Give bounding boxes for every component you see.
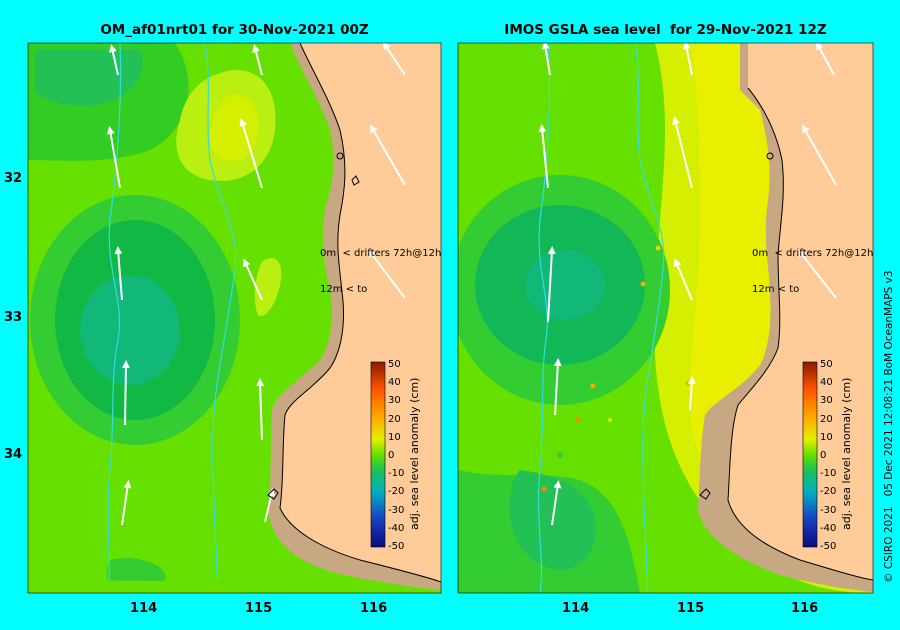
colorbar-tick: 0 [820, 450, 827, 462]
left-drifter-legend: 0m < drifters 72h@12h 12m < to [320, 224, 441, 308]
colorbar-tick: 10 [388, 431, 401, 443]
lon-tick-label: 116 [360, 601, 388, 616]
left-legend-line1: 0m < drifters 72h@12h [320, 248, 442, 259]
lat-tick-label: 32 [4, 171, 23, 186]
colorbar-tick: -20 [388, 486, 405, 498]
copyright-text: © CSIRO 2021 05 Dec 2021 12:08:21 BoM Oc… [883, 270, 895, 583]
lon-tick-label: 114 [562, 601, 590, 616]
colorbar-tick: -50 [820, 541, 837, 553]
right-map [458, 43, 873, 593]
colorbar-tick: -20 [820, 486, 837, 498]
colorbar-tick: -10 [820, 468, 837, 480]
right-colorbar-ticks: 50 40 30 20 10 0 -10 -20 -30 -40 -50 [820, 356, 836, 556]
left-low-core [80, 275, 180, 385]
lon-tick-label: 116 [791, 601, 819, 616]
left-map-title: OM_af01nrt01 for 30-Nov-2021 00Z [100, 22, 369, 38]
left-colorbar-label: adj. sea level anomaly (cm) [408, 377, 421, 530]
lon-tick-label: 115 [677, 601, 705, 616]
left-colorbar-ticks: 50 40 30 20 10 0 -10 -20 -30 -40 -50 [388, 356, 404, 556]
left-isobath [107, 43, 122, 593]
colorbar-tick: -40 [820, 522, 837, 534]
colorbar-tick: -40 [388, 522, 405, 534]
left-coastline [279, 43, 441, 583]
colorbar-tick: 30 [388, 395, 401, 407]
lat-tick-label: 33 [4, 310, 23, 325]
colorbar-tick: 0 [388, 450, 395, 462]
colorbar-tick: -10 [388, 468, 405, 480]
colorbar-tick: -50 [388, 541, 405, 553]
colorbar-tick: 40 [388, 377, 401, 389]
colorbar-tick: 50 [388, 359, 401, 370]
left-map [28, 43, 441, 593]
right-legend-line1: 0m < drifters 72h@12h [752, 248, 874, 259]
right-drifter-legend: 0m < drifters 72h@12h 12m < to [752, 224, 873, 308]
colorbar-tick: 30 [820, 395, 833, 407]
right-low-core [525, 250, 605, 320]
lat-tick-label: 34 [4, 447, 23, 462]
right-map-title: IMOS GSLA sea level for 29-Nov-2021 12Z [504, 22, 827, 38]
lon-tick-label: 115 [245, 601, 273, 616]
colorbar-tick: 20 [820, 413, 833, 425]
colorbar-tick: -30 [820, 504, 837, 516]
right-colorbar-label: adj. sea level anomaly (cm) [840, 377, 853, 530]
colorbar-tick: 40 [820, 377, 833, 389]
left-colorbar [370, 361, 386, 548]
right-isobath [537, 43, 551, 593]
right-legend-line2: 12m < to [752, 284, 800, 295]
left-legend-line2: 12m < to [320, 284, 368, 295]
right-coastline [727, 87, 873, 581]
right-drifter-arrows [538, 43, 837, 526]
colorbar-tick: -30 [388, 504, 405, 516]
colorbar-tick: 20 [388, 413, 401, 425]
lon-tick-label: 114 [130, 601, 158, 616]
colorbar-tick: 50 [820, 359, 833, 370]
right-colorbar [802, 361, 818, 548]
right-land [728, 43, 873, 580]
colorbar-tick: 10 [820, 431, 833, 443]
